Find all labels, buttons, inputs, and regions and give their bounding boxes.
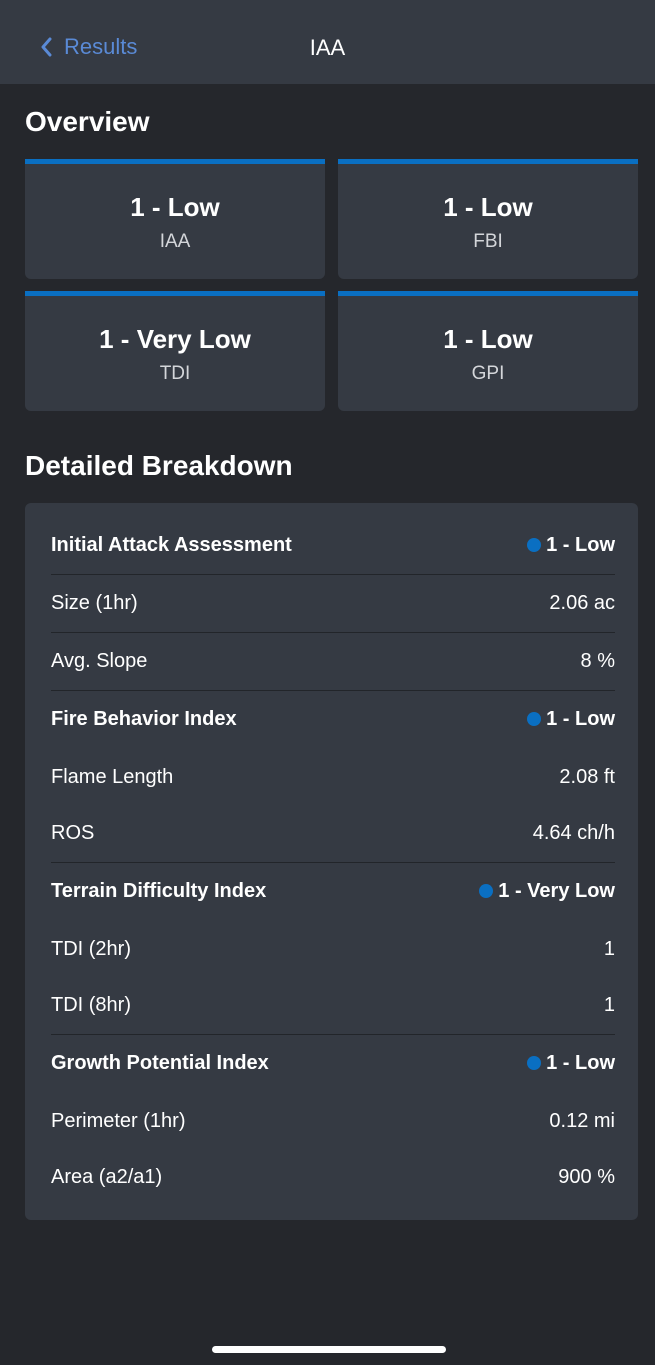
card-value: 1 - Low bbox=[130, 192, 220, 222]
row-label: Growth Potential Index bbox=[51, 1052, 269, 1074]
breakdown-heading: Detailed Breakdown bbox=[25, 450, 293, 481]
row-value: 1 bbox=[603, 994, 615, 1016]
chevron-left-icon bbox=[41, 37, 52, 57]
breakdown-panel: Initial Attack Assessment 1 - Low Size (1… bbox=[25, 503, 638, 1220]
row-value: 2.06 ac bbox=[549, 592, 615, 614]
row-label: Avg. Slope bbox=[51, 650, 148, 672]
breakdown-row: Perimeter (1hr) 0.12 mi bbox=[51, 1093, 615, 1150]
card-value: 1 - Very Low bbox=[99, 324, 251, 354]
row-label: Initial Attack Assessment bbox=[51, 534, 292, 556]
card-label: TDI bbox=[159, 363, 191, 384]
breakdown-row: Flame Length 2.08 ft bbox=[51, 749, 615, 806]
breakdown-row: Avg. Slope 8 % bbox=[51, 633, 615, 691]
breakdown-row-gpi: Growth Potential Index 1 - Low bbox=[51, 1035, 615, 1092]
overview-card-fbi: 1 - Low FBI bbox=[338, 159, 638, 279]
breakdown-row: Area (a2/a1) 900 % bbox=[51, 1149, 615, 1206]
row-label: Size (1hr) bbox=[51, 592, 138, 614]
row-label: Fire Behavior Index bbox=[51, 708, 237, 730]
row-value: 1 - Very Low bbox=[498, 880, 615, 902]
row-label: ROS bbox=[51, 822, 95, 844]
card-label: FBI bbox=[473, 231, 503, 252]
row-value: 2.08 ft bbox=[559, 766, 615, 788]
row-value: 1 bbox=[603, 938, 615, 960]
row-value: 1 - Low bbox=[546, 534, 615, 556]
breakdown-row: TDI (2hr) 1 bbox=[51, 921, 615, 978]
card-label: IAA bbox=[159, 231, 191, 252]
status-dot-icon bbox=[527, 1056, 542, 1070]
back-label: Results bbox=[64, 34, 138, 59]
breakdown-row-fbi: Fire Behavior Index 1 - Low bbox=[51, 691, 615, 748]
navigation-bar: Results IAA bbox=[0, 0, 655, 84]
breakdown-row-iaa: Initial Attack Assessment 1 - Low bbox=[51, 517, 615, 575]
row-value: 8 % bbox=[580, 650, 615, 672]
row-value: 0.12 mi bbox=[549, 1110, 615, 1132]
overview-card-gpi: 1 - Low GPI bbox=[338, 291, 638, 411]
breakdown-row-tdi: Terrain Difficulty Index 1 - Very Low bbox=[51, 863, 615, 920]
breakdown-row: TDI (8hr) 1 bbox=[51, 977, 615, 1035]
row-label: Terrain Difficulty Index bbox=[51, 880, 267, 902]
home-indicator[interactable] bbox=[212, 1346, 446, 1353]
row-label: TDI (2hr) bbox=[51, 938, 131, 960]
breakdown-row: ROS 4.64 ch/h bbox=[51, 805, 615, 863]
card-value: 1 - Low bbox=[443, 192, 533, 222]
breakdown-row: Size (1hr) 2.06 ac bbox=[51, 575, 615, 633]
row-label: TDI (8hr) bbox=[51, 994, 131, 1016]
row-value: 1 - Low bbox=[546, 1052, 615, 1074]
card-value: 1 - Low bbox=[443, 324, 533, 354]
status-dot-icon bbox=[479, 884, 494, 898]
status-dot-icon bbox=[527, 712, 542, 726]
row-value: 900 % bbox=[558, 1166, 615, 1188]
overview-heading: Overview bbox=[25, 106, 150, 137]
card-label: GPI bbox=[471, 363, 505, 384]
page-title: IAA bbox=[309, 35, 346, 60]
row-label: Perimeter (1hr) bbox=[51, 1110, 186, 1132]
back-button[interactable]: Results bbox=[40, 34, 137, 60]
row-value: 4.64 ch/h bbox=[532, 822, 615, 844]
row-label: Area (a2/a1) bbox=[51, 1166, 163, 1188]
overview-card-iaa: 1 - Low IAA bbox=[25, 159, 325, 279]
row-label: Flame Length bbox=[51, 766, 174, 788]
overview-card-tdi: 1 - Very Low TDI bbox=[25, 291, 325, 411]
row-value: 1 - Low bbox=[546, 708, 615, 730]
status-dot-icon bbox=[527, 538, 542, 552]
